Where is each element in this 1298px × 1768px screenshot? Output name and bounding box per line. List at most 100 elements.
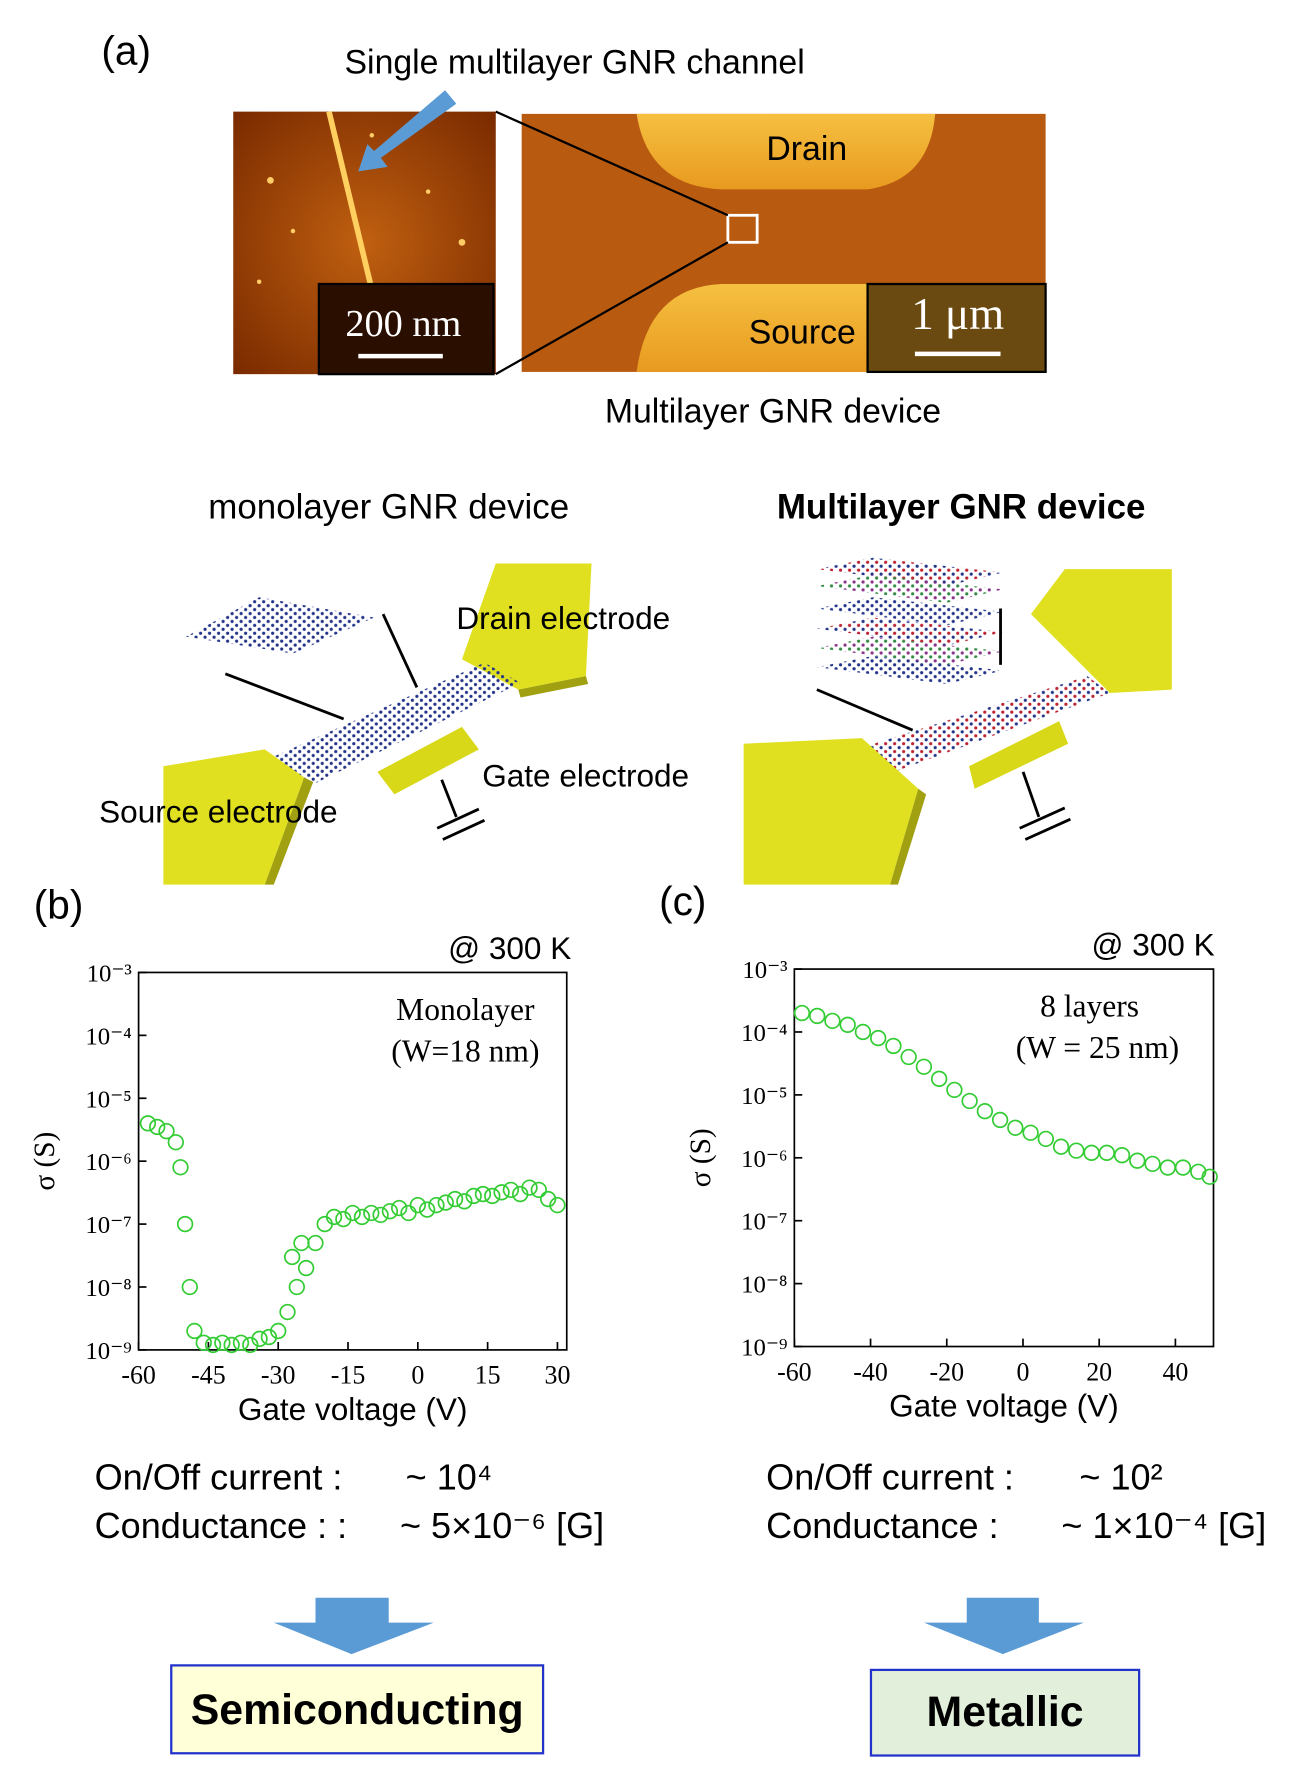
- point: [283, 1248, 301, 1266]
- verdict-box: [869, 1668, 1141, 1757]
- pad-label: Drain: [766, 130, 847, 168]
- point: [1098, 1144, 1115, 1161]
- point: [232, 1334, 250, 1351]
- y-tick-label: 10⁻⁷: [85, 1212, 131, 1239]
- y-tick-label: 10⁻⁴: [85, 1023, 131, 1050]
- metric-label: On/Off current :: [95, 1457, 343, 1498]
- monolayer-schematic: [163, 563, 592, 885]
- point: [293, 1234, 310, 1252]
- point: [854, 1023, 872, 1041]
- schematic-label: Source electrode: [99, 794, 337, 830]
- afm-speckle: [256, 133, 466, 285]
- panel-label: (a): [101, 27, 151, 73]
- point: [251, 1330, 268, 1347]
- point: [381, 1203, 399, 1220]
- point: [167, 1134, 184, 1151]
- y-tick-label: 10⁻⁵: [85, 1086, 131, 1113]
- point: [1022, 1124, 1039, 1141]
- y-tick-label: 10⁻⁴: [741, 1020, 787, 1047]
- point: [307, 1234, 324, 1252]
- point: [428, 1196, 445, 1214]
- y-tick-label: 10⁻⁹: [85, 1338, 131, 1365]
- point: [344, 1204, 361, 1222]
- y-tick-label: 10⁻⁶: [741, 1146, 787, 1173]
- point: [149, 1118, 166, 1136]
- y-tick-label: 10⁻⁶: [85, 1149, 131, 1176]
- y-tick-label: 10⁻³: [87, 960, 132, 987]
- x-tick-label: -40: [853, 1357, 888, 1386]
- point: [139, 1115, 157, 1132]
- annotation: Single multilayer GNR channel: [345, 43, 805, 81]
- point: [474, 1185, 492, 1203]
- point: [335, 1210, 352, 1228]
- y-tick-label: 10⁻⁷: [741, 1209, 787, 1236]
- x-tick-label: -15: [331, 1361, 366, 1390]
- note: 8 layers: [1040, 988, 1139, 1023]
- point: [176, 1215, 194, 1233]
- point: [1113, 1147, 1131, 1164]
- point: [288, 1278, 305, 1296]
- y-tick-label: 10⁻⁵: [741, 1083, 787, 1110]
- x-tick-label: -20: [929, 1357, 964, 1386]
- point: [521, 1179, 538, 1196]
- point: [446, 1190, 464, 1208]
- point: [824, 1012, 841, 1030]
- note: (W = 25 nm): [1016, 1030, 1179, 1065]
- point: [539, 1190, 557, 1208]
- point: [961, 1092, 978, 1110]
- point: [409, 1196, 426, 1214]
- panel-label: (c): [659, 878, 706, 924]
- zoom-box: [726, 213, 759, 244]
- point: [279, 1303, 296, 1321]
- point: [885, 1037, 902, 1055]
- point: [930, 1070, 948, 1087]
- y-axis-label: σ (S): [29, 1132, 61, 1191]
- point: [946, 1081, 963, 1099]
- point: [204, 1336, 222, 1354]
- point: [363, 1204, 380, 1222]
- schematic-label: Drain electrode: [456, 600, 670, 636]
- point: [465, 1187, 482, 1205]
- point: [1144, 1155, 1161, 1173]
- point: [353, 1208, 371, 1226]
- point: [158, 1122, 175, 1140]
- point: [839, 1016, 856, 1033]
- scale-box: [317, 282, 495, 376]
- point: [195, 1334, 212, 1351]
- point: [493, 1184, 510, 1201]
- point: [793, 1004, 811, 1022]
- arrow: [358, 90, 457, 172]
- schematic-title: monolayer GNR device: [208, 487, 569, 526]
- x-tick-label: 15: [475, 1361, 501, 1390]
- point: [372, 1206, 389, 1224]
- x-tick-label: 40: [1162, 1357, 1188, 1386]
- point: [1190, 1163, 1207, 1180]
- point: [391, 1199, 408, 1217]
- metric-value: ~ 10⁴: [406, 1457, 493, 1498]
- annotation: @ 300 K: [448, 930, 571, 966]
- metric-value: ~ 1×10⁻⁴ [G]: [1061, 1505, 1266, 1546]
- caption: Multilayer GNR device: [605, 393, 941, 431]
- scale-box: [866, 282, 1047, 374]
- metric-label: On/Off current :: [766, 1457, 1014, 1498]
- point: [1037, 1130, 1055, 1148]
- point: [223, 1336, 240, 1354]
- point: [1068, 1142, 1085, 1159]
- x-tick-label: 30: [544, 1361, 570, 1390]
- x-axis-label: Gate voltage (V): [889, 1387, 1119, 1423]
- x-tick-label: -45: [191, 1361, 226, 1390]
- scale-label: 1 μm: [911, 289, 1004, 339]
- point: [270, 1322, 287, 1340]
- point: [1007, 1119, 1024, 1136]
- schematic-title: Multilayer GNR device: [777, 487, 1146, 526]
- point: [214, 1334, 231, 1351]
- x-axis-label: Gate voltage (V): [238, 1391, 468, 1427]
- point: [316, 1215, 333, 1233]
- y-tick-label: 10⁻⁹: [741, 1335, 787, 1362]
- point: [502, 1181, 520, 1199]
- plot-frame: [793, 968, 1215, 1348]
- y-tick-label: 10⁻⁸: [85, 1275, 131, 1302]
- y-tick-label: 10⁻³: [742, 957, 787, 984]
- metric-label: Conductance : :: [95, 1505, 347, 1546]
